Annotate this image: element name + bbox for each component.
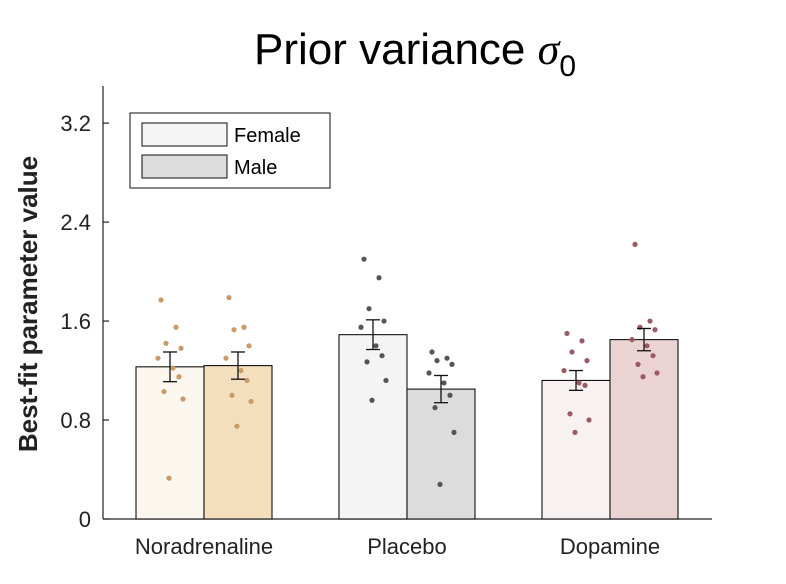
data-point (234, 423, 240, 429)
data-point (170, 365, 176, 371)
data-point (647, 318, 653, 324)
x-tick-label: Placebo (367, 534, 447, 559)
data-point (586, 417, 592, 423)
data-point (652, 327, 658, 333)
data-point (632, 241, 638, 247)
data-point (361, 256, 367, 262)
data-point (158, 297, 164, 303)
legend-swatch-male (141, 154, 228, 179)
chart-title-subscript: 0 (559, 50, 576, 83)
bar-female-placebo (338, 334, 408, 520)
data-point (244, 377, 250, 384)
data-point (246, 343, 252, 349)
data-point (161, 388, 167, 395)
data-point (441, 380, 447, 386)
data-point (561, 367, 567, 374)
data-point (379, 353, 385, 359)
data-point (229, 392, 235, 398)
data-point (447, 392, 453, 398)
data-point (654, 370, 660, 376)
bar-male-dopamine (609, 339, 679, 520)
data-point (231, 327, 237, 333)
chart-title-text: Prior variance (254, 25, 538, 74)
data-point (223, 355, 229, 361)
x-tick-label: Noradrenaline (135, 534, 273, 559)
bar-male-placebo (406, 388, 476, 520)
y-tick-label: 3.2 (60, 111, 91, 136)
data-point (173, 324, 179, 330)
data-point (434, 358, 440, 364)
data-point (584, 358, 590, 364)
y-tick-label: 2.4 (60, 210, 91, 235)
legend-label-female: Female (234, 125, 301, 147)
data-point (176, 374, 182, 380)
y-tick-label: 0 (79, 507, 91, 532)
data-point (180, 396, 186, 402)
data-point (426, 370, 432, 376)
data-point (226, 294, 232, 301)
y-axis-label: Best-fit parameter value (13, 156, 43, 452)
data-point (576, 380, 582, 386)
data-point (429, 349, 435, 355)
data-point (635, 361, 641, 367)
data-point (572, 429, 578, 435)
bar-female-noradrenaline (135, 366, 205, 520)
data-point (579, 338, 585, 344)
data-point (366, 306, 372, 312)
y-tick-label: 1.6 (60, 309, 91, 334)
data-point (582, 382, 588, 388)
legend-label-male: Male (234, 157, 277, 179)
y-tick-label: 0.8 (60, 408, 91, 433)
data-point (166, 475, 172, 481)
data-point (449, 361, 455, 367)
data-point (444, 355, 450, 361)
data-point (564, 330, 570, 337)
data-point (383, 377, 389, 384)
plot-area: 0 0.8 1.6 2.4 3.2 Noradrenaline Placebo Dopamin… (60, 86, 712, 559)
data-point (163, 340, 169, 346)
data-point (629, 337, 635, 343)
data-point (569, 349, 575, 355)
data-point (451, 429, 457, 435)
data-point (381, 318, 387, 324)
data-point (432, 405, 438, 411)
data-point (364, 359, 370, 365)
data-point (155, 355, 161, 361)
legend-swatch-female (141, 122, 228, 147)
bar-female-dopamine (541, 379, 611, 520)
data-point (238, 367, 244, 374)
data-point (437, 481, 443, 487)
data-point (248, 398, 254, 405)
x-tick-label: Dopamine (560, 534, 660, 559)
data-point (640, 374, 646, 380)
data-point (178, 345, 184, 351)
data-point (650, 353, 656, 359)
data-point (358, 324, 364, 330)
data-point (567, 411, 573, 417)
bar-male-noradrenaline (203, 365, 273, 520)
chart-title: Prior variance σ0 (254, 25, 576, 83)
data-point (369, 397, 375, 403)
chart-title-symbol: σ (538, 25, 562, 74)
data-point (376, 275, 382, 281)
data-point (373, 343, 379, 349)
data-point (241, 324, 247, 330)
data-point (644, 343, 650, 349)
